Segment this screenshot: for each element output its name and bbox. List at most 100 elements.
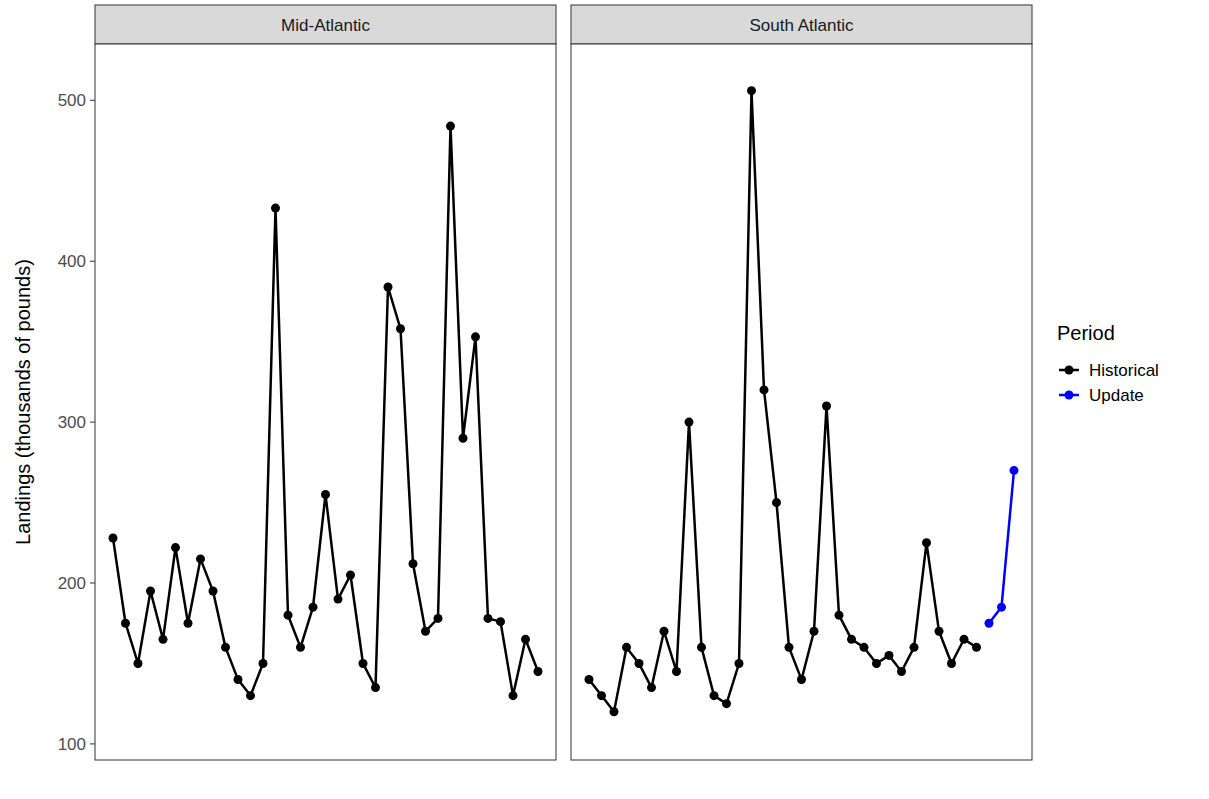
data-point bbox=[234, 675, 243, 684]
data-point bbox=[421, 627, 430, 636]
data-point bbox=[685, 418, 694, 427]
data-point bbox=[459, 434, 468, 443]
panel-strip bbox=[571, 5, 1032, 44]
data-point bbox=[947, 659, 956, 668]
marks bbox=[585, 86, 1019, 716]
data-point bbox=[810, 627, 819, 636]
data-point bbox=[797, 675, 806, 684]
data-point bbox=[246, 691, 255, 700]
plot-area bbox=[95, 44, 556, 760]
legend-title: Period bbox=[1057, 322, 1115, 344]
data-point bbox=[622, 643, 631, 652]
panel: Mid-Atlantic100200300400500 bbox=[58, 5, 556, 760]
y-axis-title: Landings (thousands of pounds) bbox=[12, 259, 34, 545]
data-point bbox=[334, 595, 343, 604]
legend-label: Historical bbox=[1089, 361, 1159, 380]
data-point bbox=[509, 691, 518, 700]
data-point bbox=[534, 667, 543, 676]
y-tick bbox=[90, 583, 95, 584]
data-point bbox=[259, 659, 268, 668]
data-point bbox=[610, 707, 619, 716]
plot-area bbox=[571, 44, 1032, 760]
data-point bbox=[471, 332, 480, 341]
data-point bbox=[309, 603, 318, 612]
data-point bbox=[171, 543, 180, 552]
data-point bbox=[446, 122, 455, 131]
series-line bbox=[989, 470, 1014, 623]
data-point bbox=[722, 699, 731, 708]
y-tick-label: 100 bbox=[58, 735, 86, 754]
data-point bbox=[496, 617, 505, 626]
data-point bbox=[359, 659, 368, 668]
data-point bbox=[747, 86, 756, 95]
data-point bbox=[409, 559, 418, 568]
legend-key bbox=[1065, 391, 1074, 400]
data-point bbox=[346, 570, 355, 579]
data-point bbox=[134, 659, 143, 668]
series-line bbox=[113, 126, 538, 696]
data-point bbox=[434, 614, 443, 623]
data-point bbox=[284, 611, 293, 620]
y-tick-label: 400 bbox=[58, 252, 86, 271]
data-point bbox=[872, 659, 881, 668]
data-point bbox=[321, 490, 330, 499]
data-point bbox=[960, 635, 969, 644]
data-point bbox=[672, 667, 681, 676]
legend: Period Historical Update bbox=[1057, 322, 1159, 405]
panel-border bbox=[95, 44, 556, 760]
data-point bbox=[396, 324, 405, 333]
data-point bbox=[1010, 466, 1019, 475]
data-point bbox=[209, 587, 218, 596]
data-point bbox=[847, 635, 856, 644]
data-point bbox=[885, 651, 894, 660]
data-point bbox=[910, 643, 919, 652]
data-point bbox=[710, 691, 719, 700]
data-point bbox=[922, 538, 931, 547]
data-point bbox=[972, 643, 981, 652]
data-point bbox=[121, 619, 130, 628]
series-line bbox=[589, 91, 977, 712]
data-point bbox=[521, 635, 530, 644]
data-point bbox=[897, 667, 906, 676]
panel-strip bbox=[95, 5, 556, 44]
data-point bbox=[196, 554, 205, 563]
panel-title: Mid-Atlantic bbox=[281, 16, 370, 35]
data-point bbox=[384, 282, 393, 291]
data-point bbox=[585, 675, 594, 684]
data-point bbox=[184, 619, 193, 628]
data-point bbox=[296, 643, 305, 652]
panel-border bbox=[571, 44, 1032, 760]
data-point bbox=[159, 635, 168, 644]
data-point bbox=[860, 643, 869, 652]
data-point bbox=[697, 643, 706, 652]
panel-title: South Atlantic bbox=[750, 16, 854, 35]
data-point bbox=[660, 627, 669, 636]
data-point bbox=[109, 533, 118, 542]
data-point bbox=[484, 614, 493, 623]
y-tick bbox=[90, 100, 95, 101]
y-tick bbox=[90, 422, 95, 423]
data-point bbox=[835, 611, 844, 620]
marks bbox=[109, 122, 543, 701]
y-tick-label: 500 bbox=[58, 91, 86, 110]
y-tick-label: 300 bbox=[58, 413, 86, 432]
data-point bbox=[647, 683, 656, 692]
data-point bbox=[822, 402, 831, 411]
panel: South Atlantic bbox=[571, 5, 1032, 760]
data-point bbox=[935, 627, 944, 636]
data-point bbox=[635, 659, 644, 668]
data-point bbox=[735, 659, 744, 668]
y-tick bbox=[90, 743, 95, 744]
chart: Landings (thousands of pounds) Mid-Atlant… bbox=[0, 0, 1209, 799]
legend-key bbox=[1065, 366, 1074, 375]
data-point bbox=[597, 691, 606, 700]
data-point bbox=[772, 498, 781, 507]
data-point bbox=[760, 385, 769, 394]
data-point bbox=[997, 603, 1006, 612]
data-point bbox=[371, 683, 380, 692]
data-point bbox=[985, 619, 994, 628]
legend-label: Update bbox=[1089, 386, 1144, 405]
data-point bbox=[146, 587, 155, 596]
data-point bbox=[221, 643, 230, 652]
y-tick bbox=[90, 261, 95, 262]
